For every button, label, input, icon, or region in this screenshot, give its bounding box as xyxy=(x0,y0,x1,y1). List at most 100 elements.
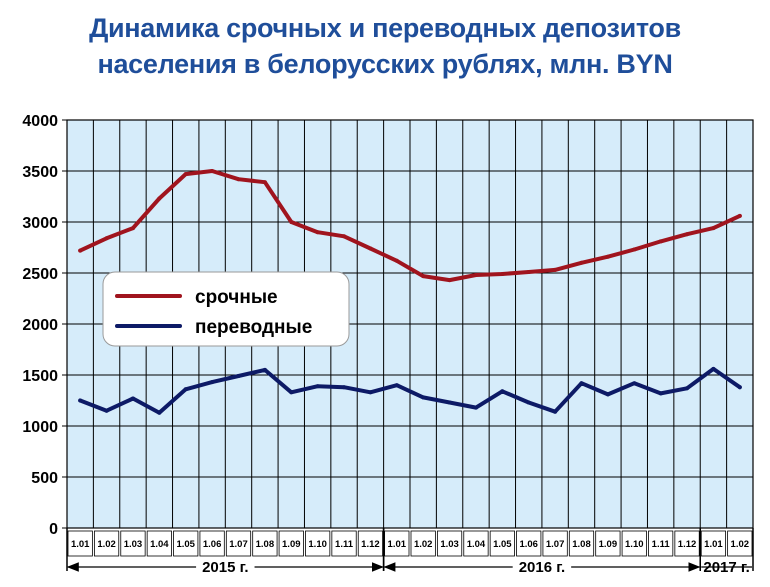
x-tick-box xyxy=(67,530,93,557)
legend-label: срочные xyxy=(195,287,278,308)
x-tick-box xyxy=(410,530,436,557)
x-tick-label: 1.07 xyxy=(546,539,565,550)
x-tick-label: 1.01 xyxy=(704,539,723,550)
data-point xyxy=(236,374,241,378)
data-point xyxy=(632,247,637,252)
x-tick-label: 1.09 xyxy=(282,539,301,550)
data-point xyxy=(157,410,162,415)
legend: срочные переводные xyxy=(102,271,350,347)
x-tick-box xyxy=(489,530,515,557)
data-point xyxy=(526,400,531,405)
data-point xyxy=(210,380,215,385)
data-point xyxy=(183,387,188,392)
period-label-bg xyxy=(512,558,572,577)
x-tick-label: 1.09 xyxy=(599,539,618,550)
data-point xyxy=(315,384,320,389)
data-point xyxy=(315,230,320,235)
x-tick-box xyxy=(384,530,410,557)
data-point xyxy=(104,408,109,413)
x-tick-label: 1.06 xyxy=(203,539,222,550)
x-tick-box xyxy=(199,530,225,557)
chart-title-line-2: населения в белорусских рублях, млн. BYN xyxy=(97,49,673,79)
data-point xyxy=(210,169,215,173)
chart-title-line-1: Динамика срочных и переводных депозитов xyxy=(89,13,681,43)
data-point xyxy=(342,234,346,239)
data-point xyxy=(474,273,478,277)
data-point xyxy=(183,172,188,177)
data-point xyxy=(78,398,83,403)
data-point xyxy=(104,236,109,241)
series-line-срочные xyxy=(78,169,742,283)
x-tick-label: 1.08 xyxy=(572,539,591,550)
data-point xyxy=(394,258,399,263)
data-point xyxy=(685,386,689,391)
data-point xyxy=(553,409,558,414)
data-point xyxy=(711,226,716,231)
x-tick-box xyxy=(93,530,120,557)
x-tick-box xyxy=(516,530,542,557)
data-point xyxy=(658,391,663,396)
chart-title: Динамика срочных и переводных депозитов … xyxy=(0,10,770,82)
data-point xyxy=(579,260,584,265)
x-tick-box xyxy=(305,530,331,557)
x-tick-label: 1.02 xyxy=(414,539,433,550)
x-tick-box xyxy=(146,530,172,557)
x-tick-box xyxy=(568,530,595,557)
y-tick-label: 500 xyxy=(31,470,58,487)
data-point xyxy=(737,385,742,390)
period-label: 2015 г. xyxy=(202,559,248,576)
period-label: 2017 г. xyxy=(703,559,749,576)
data-point xyxy=(394,383,399,388)
x-tick-label: 1.02 xyxy=(97,539,116,550)
x-tick-label: 1.01 xyxy=(71,539,90,550)
data-point xyxy=(131,226,135,231)
data-point xyxy=(500,272,505,276)
data-point xyxy=(421,274,426,279)
x-tick-box xyxy=(542,530,568,557)
x-tick-box xyxy=(700,530,727,557)
data-point xyxy=(131,396,135,401)
x-tick-label: 1.03 xyxy=(440,539,459,550)
data-point xyxy=(605,392,610,397)
y-axis: 0 500 1000 1500 2000 2500 3000 3500 4000 xyxy=(22,113,67,538)
x-tick-label: 1.02 xyxy=(731,539,750,550)
x-tick-box xyxy=(674,530,700,557)
x-tick-box xyxy=(278,530,304,557)
x-tick-label: 1.01 xyxy=(388,539,407,550)
x-tick-box xyxy=(173,530,199,557)
data-point xyxy=(236,177,241,182)
x-tick-label: 1.04 xyxy=(150,539,169,550)
x-tick-label: 1.11 xyxy=(652,539,671,550)
x-tick-label: 1.11 xyxy=(335,539,354,550)
x-tick-label: 1.12 xyxy=(361,539,380,550)
data-point xyxy=(605,254,610,259)
period-label: 2016 г. xyxy=(519,559,565,576)
x-tick-label: 1.03 xyxy=(124,539,143,550)
y-tick-label: 0 xyxy=(49,521,58,538)
data-point xyxy=(500,389,505,394)
data-point xyxy=(553,267,558,272)
data-point xyxy=(447,278,452,283)
legend-label: переводные xyxy=(195,317,312,338)
data-point xyxy=(368,246,373,251)
x-tick-box xyxy=(621,530,647,557)
x-tick-label: 1.04 xyxy=(467,539,486,550)
data-point xyxy=(421,395,426,400)
data-point xyxy=(262,367,267,372)
x-tick-box xyxy=(648,530,674,557)
data-point xyxy=(658,239,663,244)
data-point xyxy=(262,180,267,185)
data-point xyxy=(632,381,637,386)
data-point xyxy=(685,232,689,237)
x-tick-box xyxy=(436,530,463,557)
period-axis: 2015 г. 2016 г. 2017 г. xyxy=(66,528,754,577)
x-tick-box xyxy=(357,530,384,557)
x-tick-box xyxy=(331,530,357,557)
x-tick-label: 1.06 xyxy=(519,539,538,550)
data-point xyxy=(157,196,162,201)
y-tick-label: 4000 xyxy=(22,113,58,130)
y-tick-label: 2500 xyxy=(22,266,58,283)
data-point xyxy=(342,385,346,390)
x-axis: 1.01 1.02 1.03 1.04 1.05 1.06 1.07 1.08 1.09 1.10… xyxy=(67,530,753,557)
